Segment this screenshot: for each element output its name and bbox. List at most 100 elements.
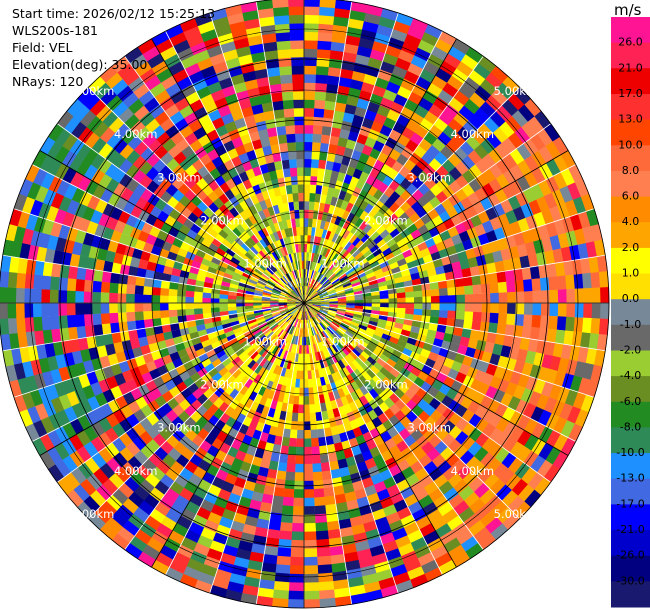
gate-cell bbox=[269, 334, 278, 343]
gate-cell bbox=[236, 469, 249, 481]
gate-cell bbox=[301, 251, 304, 261]
gate-cell bbox=[319, 453, 330, 464]
gate-cell bbox=[505, 115, 522, 133]
gate-cell bbox=[31, 437, 48, 456]
gate-cell bbox=[276, 125, 287, 136]
gate-cell bbox=[513, 87, 532, 105]
gate-cell bbox=[281, 276, 288, 285]
gate-cell bbox=[329, 274, 338, 282]
gate-cell bbox=[284, 116, 295, 127]
gate-cell bbox=[203, 281, 213, 289]
gate-cell bbox=[270, 503, 283, 514]
gate-cell bbox=[295, 344, 300, 354]
gate-cell bbox=[492, 202, 506, 217]
gate-cell bbox=[473, 482, 490, 499]
gate-cell bbox=[145, 166, 160, 181]
gate-cell bbox=[352, 284, 362, 290]
gate-cell bbox=[310, 344, 315, 354]
gate-cell bbox=[412, 345, 423, 355]
gate-cell bbox=[150, 245, 162, 256]
gate-cell bbox=[296, 362, 301, 372]
gate-cell bbox=[549, 384, 563, 401]
gate-cell bbox=[396, 287, 406, 294]
gate-cell bbox=[263, 485, 275, 496]
gate-cell bbox=[335, 145, 346, 156]
gate-cell bbox=[491, 88, 509, 106]
gate-cell bbox=[258, 322, 268, 329]
gate-cell bbox=[244, 251, 254, 261]
gate-cell bbox=[297, 297, 304, 303]
gate-cell bbox=[434, 265, 446, 275]
gate-cell bbox=[286, 301, 296, 303]
gate-cell bbox=[311, 335, 316, 345]
gate-cell bbox=[402, 347, 413, 358]
gate-cell bbox=[369, 244, 380, 254]
gate-cell bbox=[325, 258, 332, 268]
gate-cell bbox=[485, 72, 503, 90]
gate-cell bbox=[67, 265, 79, 280]
gate-cell bbox=[488, 427, 504, 443]
gate-cell bbox=[126, 235, 138, 248]
gate-cell bbox=[129, 387, 143, 401]
gate-cell bbox=[361, 573, 379, 586]
colorbar-swatch bbox=[611, 324, 650, 351]
gate-cell bbox=[277, 393, 285, 403]
gate-cell bbox=[177, 182, 191, 196]
gate-cell bbox=[243, 480, 256, 492]
gate-cell bbox=[203, 519, 219, 533]
gate-cell bbox=[344, 289, 355, 295]
gate-cell bbox=[190, 356, 202, 367]
gate-cell bbox=[264, 285, 274, 291]
gate-cell bbox=[253, 393, 263, 404]
gate-cell bbox=[355, 416, 366, 428]
gate-cell bbox=[267, 332, 276, 342]
gate-cell bbox=[262, 388, 271, 399]
gate-cell bbox=[331, 372, 339, 383]
gate-cell bbox=[314, 334, 320, 344]
gate-cell bbox=[304, 82, 316, 92]
gate-cell bbox=[230, 341, 241, 350]
range-ring-label: 4.00km bbox=[114, 464, 157, 478]
gate-cell bbox=[283, 488, 295, 498]
gate-cell bbox=[112, 452, 128, 468]
gate-cell bbox=[228, 230, 239, 241]
gate-cell bbox=[325, 401, 333, 412]
gate-cell bbox=[247, 559, 263, 572]
gate-cell bbox=[173, 39, 191, 54]
gate-cell bbox=[346, 411, 356, 423]
gate-cell bbox=[221, 276, 232, 284]
gate-cell bbox=[329, 324, 338, 332]
gate-cell bbox=[452, 551, 471, 568]
gate-cell bbox=[368, 320, 378, 327]
gate-cell bbox=[460, 396, 474, 410]
gate-cell bbox=[278, 300, 288, 303]
gate-cell bbox=[112, 138, 128, 154]
gate-cell bbox=[295, 218, 301, 228]
gate-cell bbox=[39, 136, 56, 155]
gate-cell bbox=[312, 335, 318, 345]
gate-cell bbox=[363, 299, 373, 304]
gate-cell bbox=[263, 287, 273, 293]
gate-cell bbox=[151, 30, 170, 47]
gate-cell bbox=[24, 423, 40, 442]
gate-cell bbox=[297, 336, 301, 346]
gate-cell bbox=[261, 306, 271, 310]
gate-cell bbox=[246, 87, 261, 99]
gate-cell bbox=[463, 513, 481, 530]
gate-cell bbox=[338, 272, 347, 280]
gate-cell bbox=[252, 411, 262, 422]
gate-cell bbox=[364, 136, 377, 149]
gate-cell bbox=[126, 320, 137, 331]
gate-cell bbox=[383, 233, 394, 244]
gate-cell bbox=[525, 241, 537, 256]
gate-cell bbox=[509, 148, 525, 165]
gate-cell bbox=[328, 231, 336, 242]
gate-cell bbox=[297, 413, 304, 422]
gate-cell bbox=[346, 184, 356, 195]
gate-cell bbox=[304, 6, 320, 16]
gate-cell bbox=[77, 126, 94, 144]
gate-cell bbox=[333, 342, 342, 352]
gate-cell bbox=[134, 311, 144, 321]
gate-cell bbox=[346, 499, 359, 511]
gate-cell bbox=[251, 103, 264, 115]
